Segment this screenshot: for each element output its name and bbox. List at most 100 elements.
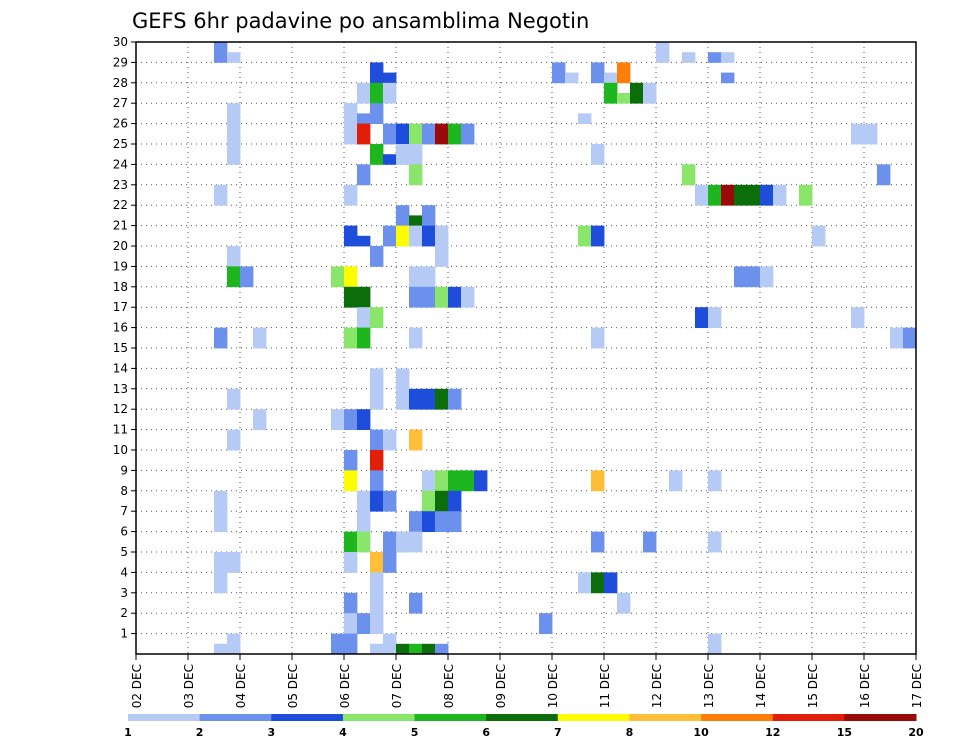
colorbar-segment (557, 714, 630, 721)
precip-cell (851, 307, 865, 328)
precip-cell (435, 490, 449, 512)
x-tick-label: 14 DEC (754, 664, 768, 708)
precip-cell (461, 123, 475, 145)
colorbar-segment (271, 714, 344, 721)
precip-cell (357, 613, 371, 634)
y-tick-label: 1 (120, 627, 128, 641)
precip-cell (747, 184, 761, 206)
precip-cell (227, 429, 241, 451)
precip-cell (682, 164, 696, 186)
x-tick-label: 12 DEC (650, 664, 664, 708)
precip-cell (370, 572, 384, 594)
precip-cell (357, 164, 371, 186)
y-tick-label: 12 (113, 402, 128, 416)
precip-cell (214, 572, 228, 594)
precip-cell (227, 144, 241, 165)
cells-layer (214, 42, 917, 655)
colorbar-segment (486, 714, 559, 721)
precip-cell (370, 144, 384, 165)
precip-cell (643, 531, 657, 553)
precip-cell (396, 531, 410, 553)
precip-cell (604, 82, 618, 104)
y-tick-label: 6 (120, 525, 128, 539)
precip-cell (357, 409, 371, 430)
y-tick-label: 17 (113, 300, 128, 314)
precip-cell (370, 552, 384, 573)
precip-cell (253, 409, 267, 430)
colorbar-label: 12 (765, 726, 780, 739)
precip-cell (370, 103, 384, 124)
y-tick-label: 5 (120, 545, 128, 559)
precip-cell (409, 429, 423, 451)
precip-cell (344, 103, 358, 124)
precip-cell (864, 123, 878, 145)
x-tick-label: 06 DEC (338, 664, 352, 708)
precip-cell (383, 123, 397, 145)
x-tick-label: 11 DEC (598, 664, 612, 708)
precip-cell (682, 52, 696, 63)
x-tick-label: 17 DEC (910, 664, 924, 708)
precip-cell (448, 490, 462, 512)
precip-cell (370, 307, 384, 328)
precip-cell (812, 225, 826, 247)
precip-cell (383, 643, 397, 655)
precip-cell (890, 327, 904, 349)
precip-cell (370, 368, 384, 390)
precip-cell (708, 184, 722, 206)
precip-cell (409, 531, 423, 553)
y-tick-label: 10 (113, 443, 128, 457)
colorbar-label: 7 (554, 726, 562, 739)
precip-cell (357, 286, 371, 308)
x-tick-label: 10 DEC (546, 664, 560, 708)
precip-cell (591, 531, 605, 553)
precip-cell (578, 225, 592, 247)
precip-cell (656, 42, 670, 63)
precip-cell (383, 154, 397, 165)
precip-cell (422, 286, 436, 308)
y-tick-label: 7 (120, 504, 128, 518)
precip-cell (344, 470, 358, 492)
precip-cell (344, 613, 358, 634)
precip-cell (357, 511, 371, 532)
precip-cell (214, 490, 228, 512)
y-tick-label: 30 (113, 35, 128, 49)
precip-cell (409, 225, 423, 247)
precip-cell (643, 82, 657, 104)
precip-cell (214, 643, 228, 655)
precip-cell (344, 225, 358, 247)
precip-cell (227, 123, 241, 145)
precip-cell (357, 327, 371, 349)
precip-cell (344, 531, 358, 553)
precip-cell (383, 490, 397, 512)
precip-cell (591, 572, 605, 594)
precip-cell (396, 643, 410, 655)
x-tick-label: 09 DEC (494, 664, 508, 708)
precip-cell (344, 633, 358, 655)
precip-cell (227, 552, 241, 573)
precip-cell (539, 613, 553, 634)
precip-cell (422, 266, 436, 288)
precip-cell (409, 123, 423, 145)
precip-cell (370, 246, 384, 267)
precip-cell (409, 388, 423, 410)
precip-cell (591, 470, 605, 492)
precip-cell (344, 409, 358, 430)
precip-cell (903, 327, 917, 349)
precip-cell (448, 388, 462, 410)
precip-cell (435, 246, 449, 267)
precip-cell (760, 184, 774, 206)
y-tick-label: 3 (120, 586, 128, 600)
precip-cell (773, 184, 787, 206)
precip-cell (604, 72, 618, 84)
precip-cell (708, 52, 722, 63)
precip-cell (370, 470, 384, 492)
colorbar-segment (414, 714, 487, 721)
precip-cell (344, 286, 358, 308)
precip-cell (578, 572, 592, 594)
precip-cell (617, 62, 631, 84)
precip-cell (344, 266, 358, 288)
precip-cell (357, 82, 371, 104)
precip-cell (383, 531, 397, 553)
